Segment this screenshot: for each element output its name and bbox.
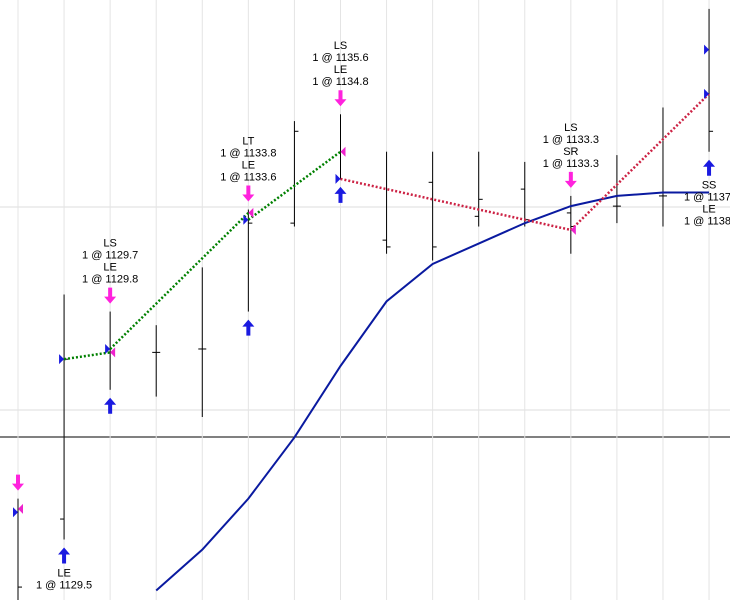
signal-arrow [242, 185, 255, 202]
signal-label: 1 @ 1137. [684, 192, 730, 204]
signal-label: 1 @ 1129.7 [82, 249, 138, 261]
exit-marker [110, 347, 116, 358]
trade-line [109, 212, 250, 350]
exit-marker [570, 224, 576, 235]
entry-marker [335, 173, 341, 184]
signal-label: SS [702, 180, 717, 192]
entry-marker [704, 44, 710, 55]
signal-label: SR [563, 146, 578, 158]
signal-label: 1 @ 1133.6 [220, 171, 276, 183]
entry-marker [59, 354, 65, 365]
signal-label: LS [564, 122, 577, 134]
exit-marker [18, 503, 23, 514]
signal-arrow [242, 319, 255, 336]
signal-label: LT [242, 135, 254, 147]
signal-label: 1 @ 1135.6 [312, 52, 368, 64]
signal-label: 1 @ 1129.8 [82, 273, 138, 285]
signal-label: LS [334, 40, 347, 52]
signal-label: 1 @ 1129.5 [36, 579, 92, 591]
signal-arrow [104, 287, 117, 304]
signal-arrow [703, 159, 716, 176]
signal-label: LE [334, 64, 347, 76]
signal-label: LE [242, 159, 255, 171]
exit-marker [248, 207, 254, 218]
signal-arrow [12, 474, 24, 491]
trade-line [569, 92, 710, 231]
average-line [155, 191, 710, 592]
signal-label: 1 @ 1138. [684, 216, 730, 228]
signal-arrow [564, 171, 577, 188]
signal-label: 1 @ 1133.3 [543, 134, 599, 146]
signal-label: LS [103, 237, 116, 249]
signal-label: LE [57, 567, 70, 579]
entry-marker [704, 88, 710, 99]
entry-marker [105, 343, 111, 354]
trade-line [247, 150, 342, 221]
signal-arrow [58, 547, 71, 564]
signal-arrow [334, 186, 347, 203]
signal-label: LE [702, 204, 715, 216]
signal-label: LE [103, 261, 116, 273]
signal-label: 1 @ 1133.3 [543, 158, 599, 170]
entry-marker [13, 507, 18, 518]
entry-marker [243, 214, 249, 225]
trade-line [340, 177, 572, 232]
signal-arrow [104, 397, 117, 414]
signal-label: 1 @ 1134.8 [312, 76, 368, 88]
signal-arrow [334, 90, 347, 107]
signal-label: 1 @ 1133.8 [220, 147, 276, 159]
exit-marker [340, 146, 346, 157]
